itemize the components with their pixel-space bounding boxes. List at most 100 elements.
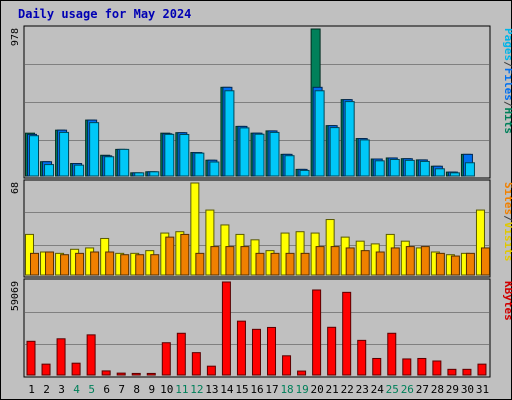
bar-sites — [180, 233, 190, 276]
bar-sites — [240, 246, 250, 276]
axis-legend: KBytes — [502, 281, 512, 321]
bar-kbytes — [251, 328, 261, 376]
legend-entry: Files — [502, 68, 512, 101]
bar-kbytes — [41, 363, 51, 376]
x-tick-label: 3 — [58, 383, 65, 396]
bar-pages — [179, 134, 190, 177]
bar-pages — [164, 133, 175, 177]
bar-kbytes — [327, 326, 337, 376]
bar-sites — [375, 251, 385, 276]
bar-sites — [435, 252, 445, 276]
bar-sites — [285, 252, 295, 276]
x-tick-label: 7 — [118, 383, 125, 396]
x-tick-label: 13 — [205, 383, 218, 396]
legend-entry: / — [502, 101, 512, 108]
bar-kbytes — [116, 372, 126, 376]
bar-pages — [119, 148, 130, 177]
bar-kbytes — [176, 332, 186, 376]
bar-pages — [299, 169, 310, 177]
bar-kbytes — [342, 291, 352, 376]
bar-kbytes — [477, 363, 487, 376]
bar-kbytes — [221, 281, 231, 376]
bar-sites — [30, 252, 39, 276]
x-tick-label: 9 — [148, 383, 155, 396]
bar-pages — [89, 122, 100, 177]
legend-entry: Sites — [502, 182, 512, 215]
bar-kbytes — [236, 320, 246, 376]
legend-entry: KBytes — [502, 281, 512, 321]
bar-kbytes — [191, 352, 201, 376]
bar-kbytes — [387, 332, 397, 376]
x-tick-label: 29 — [446, 383, 459, 396]
bar-kbytes — [161, 342, 171, 376]
legend-entry: Visits — [502, 222, 512, 262]
bar-pages — [269, 131, 280, 177]
bar-visits — [475, 209, 485, 276]
x-tick-label: 12 — [190, 383, 203, 396]
x-tick-label: 31 — [476, 383, 489, 396]
bar-kbytes — [432, 360, 442, 376]
bar-pages — [419, 160, 430, 177]
x-tick-label: 14 — [220, 383, 234, 396]
bar-kbytes — [56, 338, 66, 376]
bar-sites — [345, 247, 355, 276]
bar-sites — [330, 246, 340, 276]
x-tick-label: 22 — [341, 383, 354, 396]
bar-pages — [344, 101, 355, 177]
bar-sites — [45, 251, 55, 276]
bar-sites — [210, 246, 220, 276]
bar-kbytes — [146, 372, 156, 376]
x-tick-label: 26 — [401, 383, 414, 396]
chart-title: Daily usage for May 2024 — [18, 7, 192, 21]
x-tick-label: 6 — [103, 383, 110, 396]
bar-sites — [90, 251, 100, 276]
bar-pages — [404, 159, 415, 177]
axis-legend: Pages/Files/Hits — [502, 28, 512, 134]
bar-sites — [480, 247, 490, 276]
x-tick-label: 10 — [160, 383, 173, 396]
bar-sites — [195, 252, 205, 276]
x-tick-label: 17 — [265, 383, 278, 396]
x-tick-label: 23 — [356, 383, 369, 396]
bar-pages — [209, 161, 220, 177]
bar-kbytes — [26, 340, 36, 376]
legend-entry: / — [502, 61, 512, 68]
bar-visits — [205, 209, 215, 276]
bar-sites — [270, 252, 280, 276]
bar-pages — [314, 90, 325, 177]
bar-kbytes — [372, 357, 382, 376]
bar-sites — [75, 252, 85, 276]
x-tick-label: 25 — [386, 383, 399, 396]
bar-sites — [120, 254, 130, 276]
bar-pages — [224, 90, 235, 177]
x-tick-label: 1 — [28, 383, 35, 396]
x-tick-label: 24 — [371, 383, 385, 396]
bar-pages — [464, 162, 475, 177]
bar-sites — [450, 255, 460, 276]
bar-kbytes — [267, 326, 277, 376]
x-tick-label: 5 — [88, 383, 95, 396]
bar-sites — [135, 254, 145, 276]
bar-pages — [44, 164, 55, 177]
bar-sites — [300, 252, 310, 276]
bar-pages — [254, 133, 265, 177]
x-tick-label: 21 — [326, 383, 339, 396]
bar-pages — [434, 168, 445, 177]
bar-pages — [449, 172, 460, 177]
x-tick-label: 19 — [295, 383, 308, 396]
bar-sites — [465, 252, 475, 276]
x-tick-label: 18 — [280, 383, 293, 396]
legend-entry: Hits — [502, 108, 512, 135]
bar-sites — [225, 246, 235, 276]
bar-sites — [420, 246, 430, 276]
bar-kbytes — [357, 339, 367, 376]
bar-kbytes — [462, 368, 472, 376]
legend-entry: / — [502, 215, 512, 222]
bar-kbytes — [206, 365, 216, 376]
x-tick-label: 15 — [235, 383, 248, 396]
bar-pages — [374, 160, 385, 177]
bar-pages — [29, 135, 39, 177]
bar-kbytes — [71, 362, 81, 376]
bar-sites — [165, 236, 175, 276]
